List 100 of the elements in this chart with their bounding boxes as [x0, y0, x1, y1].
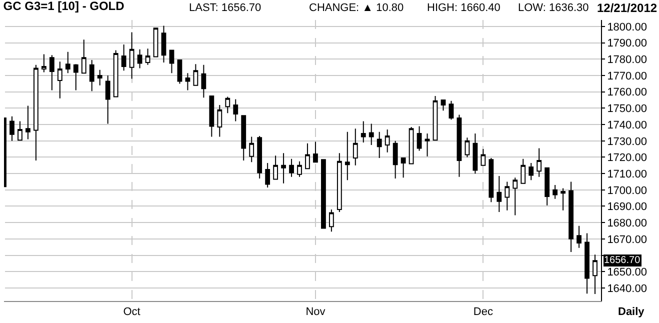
candlestick: [105, 75, 110, 124]
candlestick: [528, 162, 534, 181]
y-tick-label: 1700.00: [607, 184, 647, 197]
candlestick: [33, 64, 38, 161]
candlestick: [209, 95, 214, 138]
candlestick: [18, 120, 22, 141]
candlestick: [504, 181, 510, 211]
candlestick: [321, 159, 326, 229]
candlestick: [281, 152, 286, 184]
candlestick: [456, 114, 462, 178]
candlestick: [225, 96, 230, 114]
x-tick-label: Nov: [306, 306, 326, 318]
candlestick: [552, 184, 558, 200]
candlestick: [289, 158, 294, 178]
candlestick: [73, 64, 78, 91]
candlestick: [233, 98, 238, 122]
text: LOW: 1636.30: [518, 2, 589, 14]
candlestick: [217, 104, 222, 138]
candlestick: [584, 232, 590, 294]
y-tick-label: 1680.00: [607, 217, 647, 230]
candlestick: [480, 148, 486, 166]
candlestick: [49, 54, 54, 91]
candlestick: [81, 39, 86, 74]
text: HIGH: 1660.40: [427, 2, 500, 14]
candlestick: [576, 225, 582, 248]
y-tick-label: 1650.00: [607, 266, 647, 278]
candlestick: [169, 50, 174, 74]
candlestick: [153, 28, 158, 58]
candlestick: [328, 209, 334, 232]
candlestick: [65, 51, 70, 74]
candlestick: [408, 126, 414, 164]
candlestick: [440, 100, 446, 112]
candlestick: [352, 128, 358, 166]
text: 12/21/2012: [597, 1, 658, 15]
candlestick: [368, 123, 374, 146]
y-tick-label: 1790.00: [607, 38, 647, 50]
candlestick: [384, 128, 390, 153]
text: CHANGE: ▲ 10.80: [309, 2, 404, 14]
text: LAST: 1656.70: [189, 2, 262, 14]
y-tick-label: 1780.00: [607, 54, 647, 66]
text: 1656.70: [604, 255, 641, 266]
candlestick: [177, 60, 182, 84]
chart-title: GC G3=1 [10] - GOLD: [3, 0, 125, 14]
candlestick: [400, 158, 406, 178]
candlestick: [336, 152, 342, 212]
candlestick: [121, 44, 126, 72]
candlestick: [376, 131, 382, 159]
candlestick: [201, 64, 206, 98]
y-tick-label: 1740.00: [607, 119, 647, 132]
candlestick: [392, 140, 398, 179]
candlestick: [472, 133, 478, 174]
candlestick: [249, 136, 254, 163]
y-tick-label: 1690.00: [607, 201, 647, 214]
text: Daily: [618, 306, 646, 318]
y-tick-label: 1670.00: [607, 234, 647, 246]
y-tick-label: 1730.00: [607, 136, 647, 148]
candlestick: [520, 158, 526, 184]
candlestick: [488, 158, 494, 203]
candlestick: [305, 142, 310, 170]
candlestick: [113, 50, 118, 98]
candlestick: [512, 177, 518, 216]
candlestick: [424, 133, 430, 157]
y-tick-label: 1640.00: [607, 282, 647, 295]
candlestick: [464, 137, 470, 158]
candlestick: [185, 72, 190, 91]
candlestick: [432, 95, 438, 141]
candlestick: [536, 148, 542, 178]
candlestick: [145, 48, 150, 66]
y-tick-label: 1800.00: [607, 21, 647, 34]
candlestick: [161, 25, 166, 63]
y-tick-label: 1750.00: [607, 103, 647, 116]
candlestick: [265, 162, 270, 188]
candlestick: [129, 32, 134, 80]
candlestick: [416, 126, 422, 152]
candlestick: [592, 254, 598, 294]
y-tick-label: 1710.00: [607, 168, 647, 180]
candlestick: [448, 100, 454, 120]
y-tick-label: 1770.00: [607, 70, 647, 82]
candlestick: [560, 188, 566, 211]
candlestick: [257, 135, 262, 179]
x-tick-label: Dec: [473, 306, 494, 318]
candlestick: [89, 60, 94, 92]
candlestick: [137, 48, 142, 69]
candlestick: [360, 120, 366, 144]
candlestick: [41, 54, 46, 73]
candlestick: [344, 131, 350, 181]
candlestick: [10, 116, 14, 142]
candlestick: [568, 181, 574, 252]
candlestick: [57, 61, 62, 99]
candlestick: [496, 176, 502, 212]
y-tick-label: 1720.00: [607, 152, 647, 164]
candlestick: [26, 105, 30, 140]
candlestick: [241, 115, 246, 161]
candlestick: [273, 155, 278, 180]
candlestick: [313, 141, 318, 163]
y-tick-label: 1760.00: [607, 86, 647, 99]
candlestick: [193, 64, 198, 86]
candlestick: [97, 69, 102, 86]
candlestick: [297, 160, 302, 178]
x-tick-label: Oct: [123, 306, 140, 318]
